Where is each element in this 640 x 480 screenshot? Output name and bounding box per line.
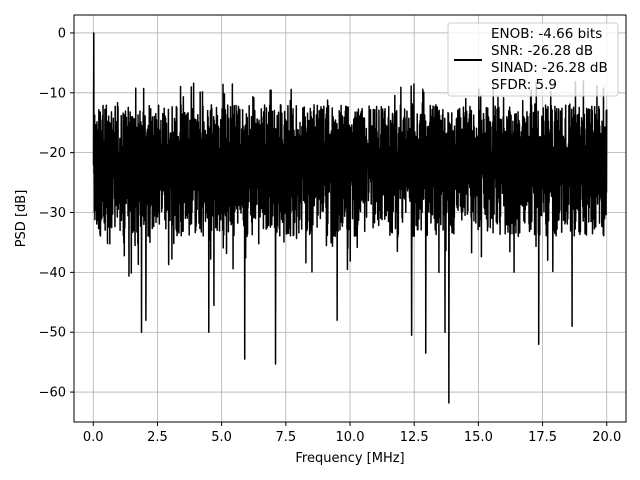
- x-tick-label: 17.5: [528, 430, 557, 445]
- x-tick-label: 7.5: [275, 430, 296, 445]
- y-tick-label: −10: [39, 86, 66, 101]
- legend-entry-sfdr: SFDR: 5.9: [491, 77, 557, 93]
- y-tick-label: −30: [39, 206, 66, 221]
- y-tick-label: −40: [39, 266, 66, 281]
- x-tick-label: 10.0: [336, 430, 365, 445]
- x-tick-label: 15.0: [464, 430, 493, 445]
- x-axis-label: Frequency [MHz]: [295, 451, 404, 466]
- y-axis-label: PSD [dB]: [14, 190, 29, 248]
- y-tick-label: −20: [39, 146, 66, 161]
- legend: ENOB: -4.66 bits SNR: -26.28 dB SINAD: -…: [448, 23, 618, 96]
- legend-entry-enob: ENOB: -4.66 bits: [491, 26, 602, 42]
- legend-entry-snr: SNR: -26.28 dB: [491, 43, 593, 59]
- legend-entry-sinad: SINAD: -26.28 dB: [491, 60, 608, 76]
- x-tick-label: 5.0: [211, 430, 232, 445]
- y-tick-label: −60: [39, 386, 66, 401]
- x-tick-label: 12.5: [400, 430, 429, 445]
- x-tick-label: 20.0: [592, 430, 621, 445]
- y-tick-label: −50: [39, 326, 66, 341]
- x-tick-label: 2.5: [147, 430, 168, 445]
- y-tick-label: 0: [58, 26, 66, 41]
- x-tick-label: 0.0: [83, 430, 104, 445]
